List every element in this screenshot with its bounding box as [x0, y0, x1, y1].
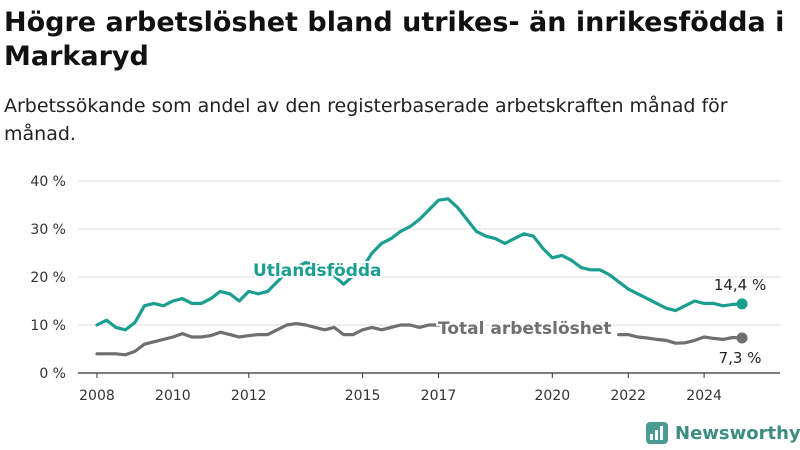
gridlines	[78, 180, 780, 374]
y-tick-label: 0 %	[39, 366, 66, 382]
y-tick-label: 10 %	[30, 318, 66, 334]
y-tick-label: 40 %	[30, 174, 66, 190]
x-axis: 2008 2010 2012 2015 2017 2020 2022 2024	[79, 373, 722, 404]
series-end-point	[736, 298, 748, 310]
bar-chart-icon	[646, 422, 668, 444]
x-tick-label: 2008	[79, 388, 115, 404]
series-labels: 14,4 % 7,3 % Utlandsfödda Total arbetslöshe…	[251, 259, 766, 367]
x-tick-label: 2022	[610, 388, 646, 404]
x-tick-label: 2012	[231, 388, 267, 404]
series-lines	[95, 197, 748, 357]
series-label-utlandsfodda: Utlandsfödda	[253, 261, 382, 281]
x-tick-label: 2020	[535, 388, 571, 404]
newsworthy-logo: Newsworthy	[646, 420, 800, 446]
series-line-1-1	[617, 333, 744, 345]
series-end-point	[736, 332, 748, 344]
end-value-label: 7,3 %	[719, 349, 762, 367]
x-tick-label: 2015	[345, 388, 381, 404]
chart-title: Högre arbetslöshet bland utrikes- än inr…	[4, 7, 785, 72]
y-tick-label: 30 %	[30, 222, 66, 238]
chart-subtitle: Arbetssökande som andel av den registerb…	[4, 95, 728, 145]
brand-name: Newsworthy	[675, 422, 800, 444]
series-line-0-0	[95, 197, 744, 332]
series-line-1-0	[95, 322, 460, 357]
x-tick-label: 2010	[155, 388, 191, 404]
y-tick-label: 20 %	[30, 270, 66, 286]
end-value-label: 14,4 %	[714, 276, 766, 294]
series-label-total: Total arbetslöshet	[438, 319, 612, 339]
x-tick-label: 2017	[421, 388, 457, 404]
x-tick-label: 2024	[686, 388, 722, 404]
y-axis: 0 % 10 % 20 % 30 % 40 %	[30, 174, 66, 382]
